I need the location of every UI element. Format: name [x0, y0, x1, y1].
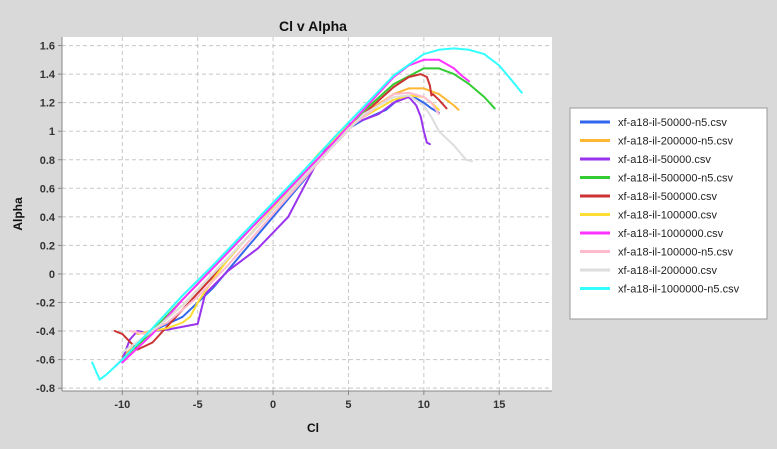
y-tick-label: 0 — [49, 269, 55, 281]
series-layer — [91, 47, 523, 381]
x-axis-title: Cl — [307, 421, 319, 435]
y-tick-label: 0.4 — [40, 212, 56, 224]
legend-label: xf-a18-il-500000.csv — [618, 191, 718, 203]
legend-label: xf-a18-il-200000-n5.csv — [618, 136, 733, 148]
legend-label: xf-a18-il-1000000-n5.csv — [618, 284, 740, 296]
legend-label: xf-a18-il-500000-n5.csv — [618, 173, 733, 185]
legend-label: xf-a18-il-100000.csv — [618, 210, 718, 222]
legend-label: xf-a18-il-50000.csv — [618, 154, 711, 166]
x-tick-label: 5 — [345, 399, 351, 411]
y-tick-label: 1.2 — [40, 98, 55, 110]
x-tick-label: 10 — [418, 399, 430, 411]
legend-label: xf-a18-il-100000-n5.csv — [618, 247, 733, 259]
y-tick-label: -0.2 — [36, 298, 55, 310]
plot-area — [62, 37, 552, 391]
x-tick-label: -10 — [114, 399, 130, 411]
y-tick-label: -0.8 — [36, 383, 55, 395]
x-tick-label: -5 — [193, 399, 203, 411]
y-tick-label: 1.6 — [40, 41, 55, 53]
y-tick-label: -0.6 — [36, 355, 55, 367]
y-tick-label: 1 — [49, 126, 55, 138]
chart-title: Cl v Alpha — [279, 18, 347, 34]
y-tick-label: 0.8 — [40, 155, 55, 167]
axes: -10 -5 0 5 10 15 -0.8 -0.6 -0.4 -0.2 0 0.2 0.4 0.6 0.8… — [36, 37, 552, 411]
legend-label: xf-a18-il-200000.csv — [618, 265, 718, 277]
series-line-9 — [121, 94, 474, 354]
y-tick-label: -0.4 — [36, 326, 56, 338]
x-tick-label: 0 — [270, 399, 276, 411]
legend-label: xf-a18-il-50000-n5.csv — [618, 117, 727, 129]
y-tick-label: 0.2 — [40, 240, 55, 252]
x-tick-label: 15 — [493, 399, 505, 411]
series-line-7 — [121, 58, 471, 364]
series-line-10 — [91, 47, 523, 381]
y-tick-label: 0.6 — [40, 183, 55, 195]
legend-label: xf-a18-il-1000000.csv — [618, 228, 724, 240]
legend: xf-a18-il-50000-n5.csv xf-a18-il-200000-n… — [569, 107, 768, 320]
y-axis-title: Alpha — [11, 197, 25, 231]
grid — [62, 37, 552, 391]
y-tick-label: 1.4 — [40, 69, 56, 81]
